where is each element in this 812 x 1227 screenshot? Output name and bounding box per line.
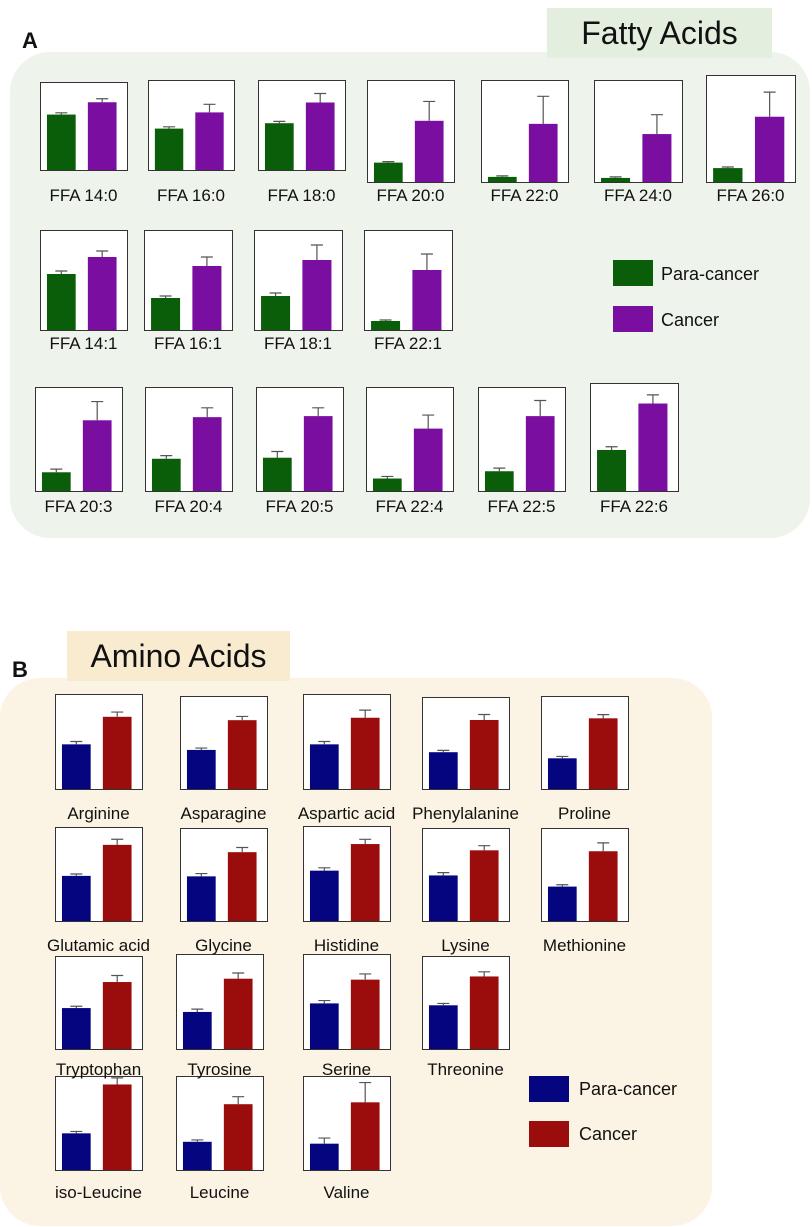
aa-histidine-bar-cancer [351,844,380,921]
aa-arginine-label: Arginine [29,804,169,824]
aa-phenylalanine-bar-cancer [470,720,499,789]
aa-glycine-bar-para-cancer [187,876,216,921]
legend-a-cancer-label: Cancer [661,310,719,331]
aa-iso-leucine-label: iso-Leucine [29,1183,169,1203]
fa-ffa-22-1-label: FFA 22:1 [338,334,478,354]
legend-b-para-cancer-label: Para-cancer [579,1079,677,1100]
aa-glycine-bar-cancer [228,852,257,921]
fa-ffa-22-1-bar-para-cancer [371,321,400,330]
fa-ffa-22-5-bar-cancer [526,416,555,491]
fa-ffa-16-0-bar-cancer [195,112,223,170]
fa-ffa-16-1-bar-cancer [192,266,221,330]
aa-serine-bar-para-cancer [310,1003,339,1049]
aa-leucine-label: Leucine [150,1183,290,1203]
fa-ffa-24-0-bar-cancer [642,134,671,182]
fa-ffa-16-0-bar-para-cancer [155,129,183,170]
legend-a-para-cancer-label: Para-cancer [661,264,759,285]
fa-ffa-18-1-bar-cancer [302,260,331,330]
fa-ffa-20-5-bar-para-cancer [263,458,292,491]
fa-ffa-18-1-bar-para-cancer [261,296,290,330]
aa-valine-label: Valine [277,1183,417,1203]
aa-valine-bar-cancer [351,1102,380,1170]
aa-tyrosine-bar-cancer [224,979,253,1049]
aa-tyrosine-bar-para-cancer [183,1012,212,1049]
aa-asparagine-bar-para-cancer [187,750,216,789]
fa-ffa-18-0-bar-cancer [306,103,335,171]
fa-ffa-20-3-bar-cancer [83,420,112,491]
aa-leucine-bar-cancer [224,1104,253,1170]
aa-histidine-bar-para-cancer [310,871,339,921]
fa-ffa-14-0-bar-cancer [88,102,117,170]
fa-ffa-14-1-bar-cancer [88,257,117,330]
aa-asparagine-label: Asparagine [154,804,294,824]
fa-ffa-22-4-bar-cancer [414,429,443,491]
aa-methionine-bar-cancer [589,851,618,921]
fa-ffa-20-5-bar-cancer [304,416,333,491]
aa-threonine-bar-cancer [470,976,499,1049]
aa-iso-leucine-bar-cancer [103,1084,132,1170]
fa-ffa-22-6-label: FFA 22:6 [564,497,704,517]
aa-tryptophan-bar-para-cancer [62,1008,91,1049]
fa-ffa-20-4-bar-para-cancer [152,459,181,491]
fa-ffa-22-0-bar-cancer [529,124,558,182]
aa-serine-bar-cancer [351,980,380,1049]
aa-threonine-bar-para-cancer [429,1005,458,1049]
aa-glutamic-acid-bar-para-cancer [62,876,91,921]
aa-aspartic-acid-bar-para-cancer [310,744,339,789]
aa-asparagine-bar-cancer [228,720,257,789]
legend-b-para-cancer-swatch [529,1076,569,1102]
fa-ffa-26-0-bar-para-cancer [713,168,742,182]
aa-glycine-label: Glycine [154,936,294,956]
fa-ffa-22-1-bar-cancer [412,270,441,330]
aa-glutamic-acid-label: Glutamic acid [29,936,169,956]
fa-ffa-18-0-bar-para-cancer [265,123,294,170]
legend-a-para-cancer-swatch [613,260,653,286]
aa-lysine-bar-para-cancer [429,875,458,921]
fa-ffa-24-0-bar-para-cancer [601,178,630,182]
aa-tryptophan-bar-cancer [103,982,132,1049]
aa-aspartic-acid-bar-cancer [351,718,380,789]
fa-ffa-22-0-bar-para-cancer [488,177,517,182]
fa-ffa-20-0-bar-cancer [415,121,444,182]
aa-arginine-bar-cancer [103,717,132,789]
aa-proline-bar-cancer [589,718,618,789]
aa-methionine-bar-para-cancer [548,887,577,921]
fa-ffa-14-1-bar-para-cancer [47,274,76,330]
aa-valine-bar-para-cancer [310,1144,339,1170]
aa-threonine-label: Threonine [396,1060,536,1080]
legend-b-cancer-swatch [529,1121,569,1147]
aa-methionine-label: Methionine [515,936,655,956]
aa-lysine-bar-cancer [470,850,499,921]
fa-ffa-22-6-bar-para-cancer [597,450,626,491]
fa-ffa-20-0-bar-para-cancer [374,163,403,182]
aa-iso-leucine-bar-para-cancer [62,1133,91,1170]
fa-ffa-22-4-bar-para-cancer [373,479,402,491]
fa-ffa-26-0-label: FFA 26:0 [681,186,812,206]
legend-a-cancer-swatch [613,306,653,332]
fa-ffa-16-1-bar-para-cancer [151,298,180,330]
legend-b-cancer-label: Cancer [579,1124,637,1145]
aa-arginine-bar-para-cancer [62,744,91,789]
fa-ffa-14-0-bar-para-cancer [47,115,76,170]
fa-ffa-22-6-bar-cancer [638,404,667,491]
aa-phenylalanine-bar-para-cancer [429,752,458,789]
fa-ffa-26-0-bar-cancer [755,117,784,182]
fa-ffa-20-3-bar-para-cancer [42,472,71,491]
aa-proline-bar-para-cancer [548,758,577,789]
aa-proline-label: Proline [515,804,655,824]
fa-ffa-22-5-bar-para-cancer [485,471,514,491]
aa-tyrosine-label: Tyrosine [150,1060,290,1080]
aa-tryptophan-label: Tryptophan [29,1060,169,1080]
aa-glutamic-acid-bar-cancer [103,845,132,921]
fa-ffa-20-4-bar-cancer [193,417,222,491]
aa-leucine-bar-para-cancer [183,1142,212,1170]
